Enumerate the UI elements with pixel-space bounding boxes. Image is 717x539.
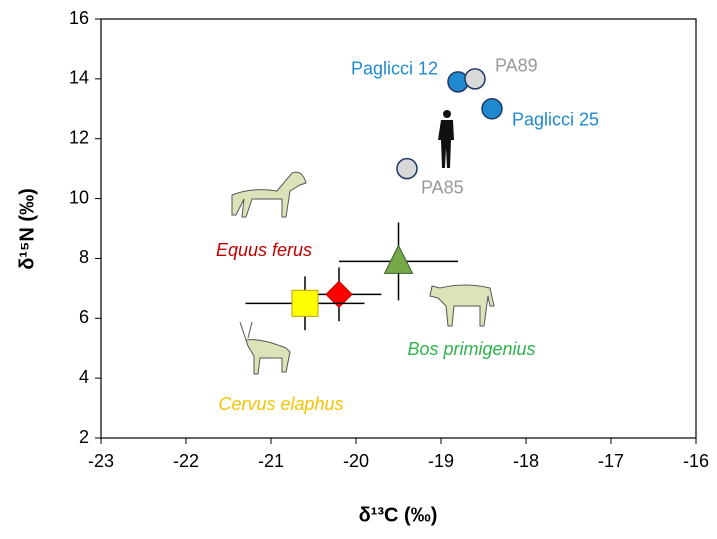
- x-tick-label: -20: [343, 451, 369, 471]
- series-label: Paglicci 25: [512, 110, 599, 130]
- y-axis-label: δ¹⁵N (‰): [16, 188, 38, 270]
- horse-icon: [232, 172, 306, 217]
- x-tick-label: -23: [88, 451, 114, 471]
- x-tick-label: -18: [513, 451, 539, 471]
- data-point: [292, 290, 318, 316]
- cow-icon: [430, 285, 494, 326]
- x-axis-label: δ¹³C (‰): [359, 504, 438, 526]
- y-tick-label: 12: [69, 127, 89, 147]
- x-tick-label: -21: [258, 451, 284, 471]
- x-tick-label: -19: [428, 451, 454, 471]
- x-tick-label: -16: [683, 451, 709, 471]
- y-tick-label: 2: [79, 427, 89, 447]
- y-tick-label: 10: [69, 187, 89, 207]
- series-label: Bos primigenius: [407, 339, 535, 359]
- data-point: [397, 159, 417, 179]
- deer-icon: [240, 322, 290, 374]
- x-tick-label: -17: [598, 451, 624, 471]
- y-tick-label: 4: [79, 367, 89, 387]
- y-tick-label: 8: [79, 247, 89, 267]
- series-label: PA85: [421, 177, 464, 197]
- chart: δ¹³C (‰) δ¹⁵N (‰) -23 -22 -21 -20 -19 -18 -17 -…: [0, 0, 717, 534]
- y-tick-label: 14: [69, 68, 89, 88]
- series-label: Paglicci 12: [351, 59, 438, 79]
- human-icon: [438, 110, 454, 168]
- series-label: Equus ferus: [216, 240, 312, 260]
- y-tick-label: 6: [79, 307, 89, 327]
- y-tick-label: 16: [69, 8, 89, 28]
- x-tick-label: -22: [173, 451, 199, 471]
- data-point: [465, 69, 485, 89]
- series-label: Cervus elaphus: [218, 394, 343, 414]
- series-label: PA89: [495, 56, 538, 76]
- data-point: [385, 245, 413, 273]
- data-point: [482, 99, 502, 119]
